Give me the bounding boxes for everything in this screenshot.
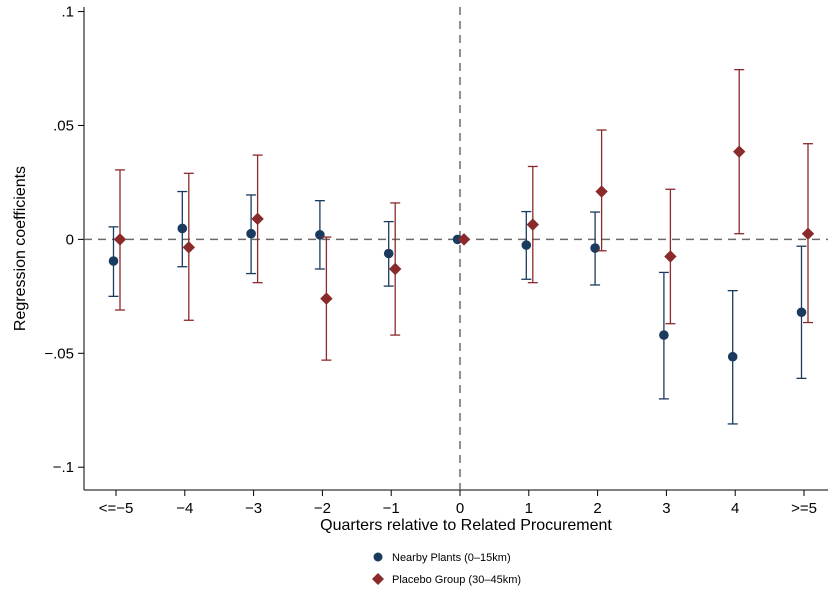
data-point <box>320 292 333 305</box>
y-tick-label: −.05 <box>44 345 74 362</box>
data-point <box>457 233 471 246</box>
data-point <box>727 351 738 362</box>
x-tick-label: 0 <box>456 500 464 517</box>
legend-marker-circle <box>373 552 383 562</box>
x-tick-label: 1 <box>525 500 533 517</box>
data-point <box>733 145 746 158</box>
legend: Nearby Plants (0–15km) Placebo Group (30–… <box>361 545 563 593</box>
data-point <box>383 248 394 259</box>
data-point <box>796 307 807 318</box>
x-tick-label: <=−5 <box>99 500 134 517</box>
x-tick-label: 3 <box>662 500 670 517</box>
data-point <box>251 212 264 226</box>
series-nearby-plants <box>108 190 807 425</box>
data-point <box>664 250 677 263</box>
data-point <box>659 330 669 340</box>
series-placebo-group <box>113 69 815 361</box>
y-axis-title: Regression coefficients <box>12 166 29 331</box>
data-point <box>389 262 402 276</box>
legend-box <box>361 545 563 593</box>
x-tick-label: 4 <box>731 500 739 517</box>
y-tick-label: −.1 <box>53 459 74 476</box>
data-point <box>521 240 532 250</box>
data-point <box>177 223 188 234</box>
x-tick-label: −4 <box>176 500 193 517</box>
legend-label: Nearby Plants (0–15km) <box>392 552 511 564</box>
x-tick-label: −1 <box>383 500 400 517</box>
axes: −.1 −.05 0 .05 .1 <=−5 −4 −3 −2 −1 0 1 2 3 4 >=5 <box>44 4 828 517</box>
y-tick-label: 0 <box>66 231 74 248</box>
y-tick-label: .1 <box>61 4 74 21</box>
data-point <box>108 256 119 266</box>
x-tick-label: −3 <box>245 500 262 517</box>
data-point <box>801 227 815 240</box>
x-tick-label: −2 <box>314 500 331 517</box>
x-tick-label: 2 <box>593 500 601 517</box>
series-marks <box>108 69 815 425</box>
legend-label: Placebo Group (30–45km) <box>392 574 521 586</box>
data-point <box>452 234 463 245</box>
data-point <box>246 228 256 239</box>
x-axis-title: Quarters relative to Related Procurement <box>320 517 612 534</box>
x-tick-label: >=5 <box>791 500 817 517</box>
data-point <box>315 230 325 240</box>
legend-marker-diamond <box>372 573 384 585</box>
data-point <box>526 218 539 231</box>
data-point <box>182 241 195 254</box>
y-tick-label: .05 <box>53 117 74 134</box>
data-point <box>595 185 608 198</box>
data-point <box>113 233 127 246</box>
reference-lines <box>84 7 828 490</box>
